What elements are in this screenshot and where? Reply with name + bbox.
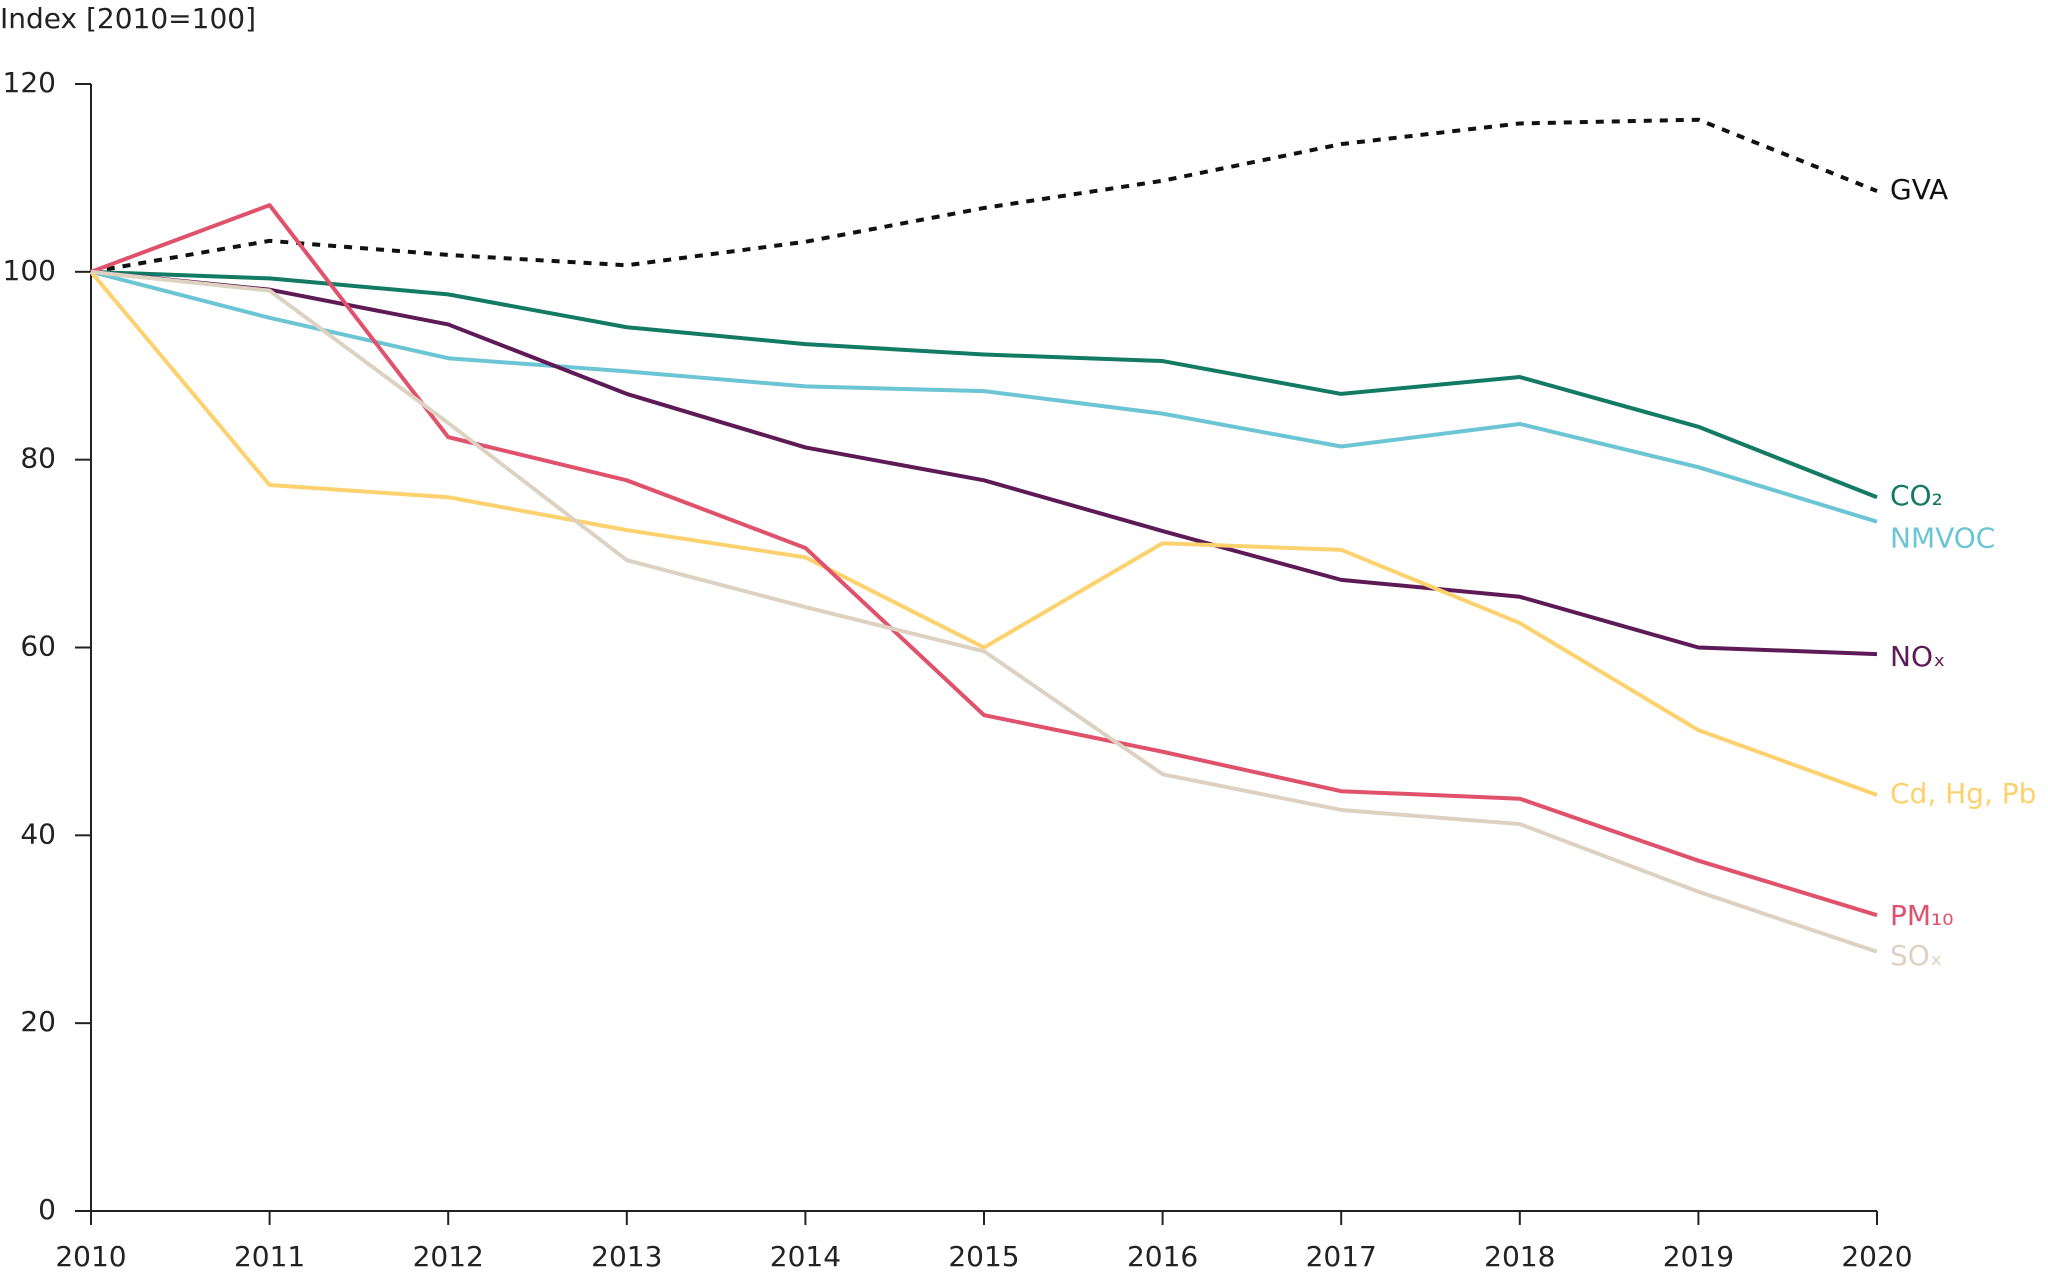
series-line xyxy=(89,270,1878,797)
x-tick-label: 2014 xyxy=(770,1240,841,1273)
y-tick-label: 80 xyxy=(20,442,56,475)
x-tick-label: 2011 xyxy=(234,1240,305,1273)
x-tick-label: 2017 xyxy=(1306,1240,1377,1273)
x-tick-label: 2013 xyxy=(591,1240,662,1273)
x-tick-label: 2010 xyxy=(55,1240,126,1273)
x-tick-label: 2019 xyxy=(1663,1240,1734,1273)
series-line xyxy=(90,269,1878,657)
series-line xyxy=(90,203,1878,918)
x-tick-label: 2012 xyxy=(413,1240,484,1273)
y-tick-label: 40 xyxy=(20,817,56,850)
series-line xyxy=(90,269,1878,500)
y-tick-label: 60 xyxy=(20,630,56,663)
series-line xyxy=(90,269,1878,954)
series-line xyxy=(90,269,1878,524)
y-tick-label: 0 xyxy=(38,1193,56,1226)
series-line xyxy=(90,117,1878,274)
x-tick-label: 2016 xyxy=(1127,1240,1198,1273)
y-tick-label: 100 xyxy=(3,254,56,287)
y-tick-label: 120 xyxy=(3,66,56,99)
series-label: GVA xyxy=(1890,173,1948,206)
series-label: NMVOC xyxy=(1890,522,1995,555)
series-label: CO₂ xyxy=(1890,479,1943,512)
x-tick-label: 2015 xyxy=(948,1240,1019,1273)
x-tick-label: 2018 xyxy=(1484,1240,1555,1273)
series-label: PM₁₀ xyxy=(1890,899,1954,932)
y-axis-label: Index [2010=100] xyxy=(0,2,256,35)
series-label: Cd, Hg, Pb xyxy=(1890,777,2036,810)
y-tick-label: 20 xyxy=(20,1005,56,1038)
series-label: NOₓ xyxy=(1890,640,1945,673)
x-tick-label: 2020 xyxy=(1841,1240,1912,1273)
series-label: SOₓ xyxy=(1890,939,1942,972)
